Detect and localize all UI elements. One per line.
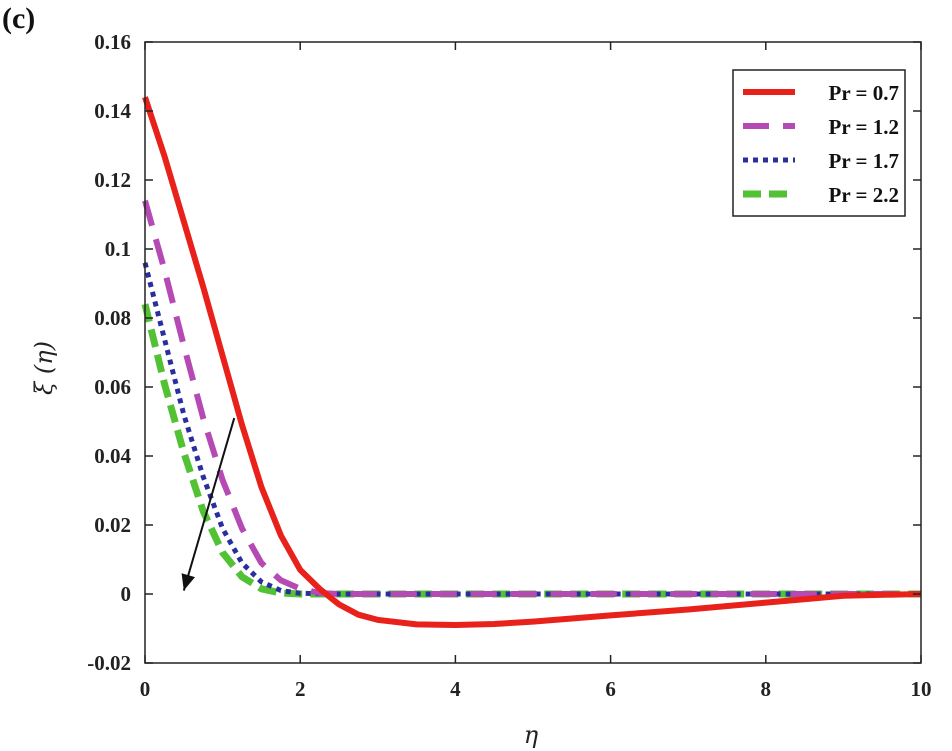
y-tick-label: -0.02 [87,651,131,675]
panel-label: (c) [2,2,35,35]
trend-arrow [181,417,236,591]
arrow-shaft [182,417,236,591]
y-tick-label: 0.1 [105,237,131,261]
legend-label-3: Pr = 1.7 [829,149,900,173]
y-tick-label: 0.02 [94,513,131,537]
x-tick-label: 4 [450,677,461,701]
axes-box [144,41,922,664]
x-axis-label: η [524,721,539,749]
tick-labels: 0 2 4 6 8 10 -0.02 0 0.02 0.04 0.06 0.08 0.1 0.12 0.14… [87,30,931,701]
x-tick-label: 0 [140,677,151,701]
axes [144,41,922,664]
x-tick-label: 8 [761,677,772,701]
y-tick-label: 0.16 [94,30,131,54]
x-tick-label: 2 [295,677,306,701]
legend-label-1: Pr = 0.7 [829,81,900,105]
y-tick-label: 0.14 [94,99,131,123]
legend-label-4: Pr = 2.2 [829,183,900,207]
y-tick-label: 0.08 [94,306,131,330]
y-axis-label: ξ (η) [30,341,58,395]
y-tick-label: 0.04 [94,444,131,468]
legend-label-2: Pr = 1.2 [829,115,900,139]
x-tick-label: 10 [911,677,932,701]
y-tick-label: 0 [121,582,132,606]
y-tick-label: 0.06 [94,375,131,399]
series-line-2 [142,199,921,597]
x-tick-label: 6 [605,677,616,701]
series-line-1 [142,96,922,628]
series-layer [141,96,922,628]
legend: Pr = 0.7 Pr = 1.2 Pr = 1.7 Pr = 2.2 [732,69,906,217]
y-tick-label: 0.12 [94,168,131,192]
arrow-head [181,573,196,591]
